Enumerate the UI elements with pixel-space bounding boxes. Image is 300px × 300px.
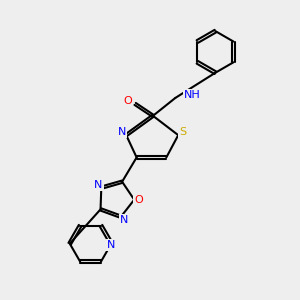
Text: N: N [120, 215, 128, 225]
Text: O: O [123, 96, 132, 106]
Text: N: N [118, 127, 126, 137]
Text: O: O [134, 195, 143, 205]
Text: S: S [179, 127, 186, 137]
Text: N: N [107, 240, 116, 250]
Text: NH: NH [184, 90, 201, 100]
Text: N: N [94, 180, 103, 190]
